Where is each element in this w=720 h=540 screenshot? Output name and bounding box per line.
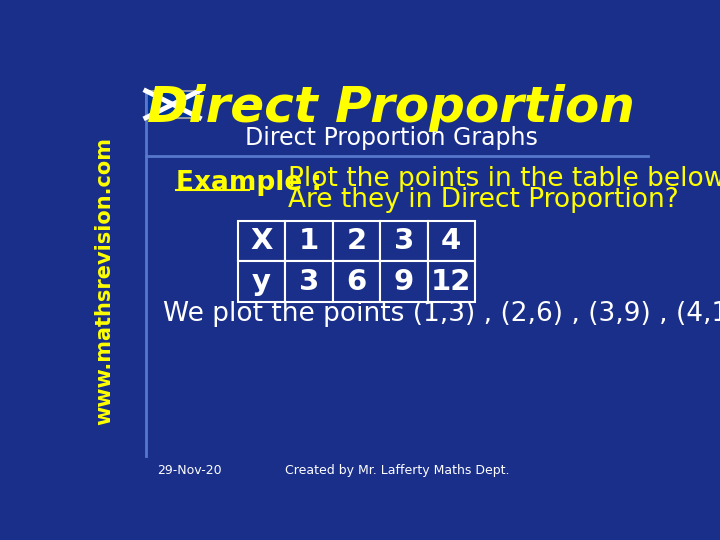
Text: 9: 9: [394, 268, 414, 296]
Bar: [380, 261, 428, 302]
Text: Are they in Direct Proportion?: Are they in Direct Proportion?: [288, 187, 679, 213]
Bar: [380, 221, 428, 261]
Text: www.mathsrevision.com: www.mathsrevision.com: [94, 137, 114, 425]
Bar: [285, 221, 333, 261]
Text: We plot the points (1,3) , (2,6) , (3,9) , (4,12): We plot the points (1,3) , (2,6) , (3,9)…: [163, 301, 720, 327]
Text: y: y: [252, 268, 271, 296]
Bar: [428, 221, 475, 261]
Bar: [238, 261, 285, 302]
Text: 1: 1: [299, 227, 319, 255]
Text: 3: 3: [299, 268, 319, 296]
Text: X: X: [251, 227, 273, 255]
Text: 2: 2: [346, 227, 366, 255]
Bar: [333, 261, 380, 302]
Text: Direct Proportion: Direct Proportion: [148, 84, 635, 132]
Bar: [285, 261, 333, 302]
Text: 4: 4: [441, 227, 462, 255]
Bar: [333, 221, 380, 261]
Text: Created by Mr. Lafferty Maths Dept.: Created by Mr. Lafferty Maths Dept.: [284, 464, 509, 477]
Bar: [145, 91, 199, 118]
Text: 12: 12: [431, 268, 472, 296]
Text: 6: 6: [346, 268, 366, 296]
Bar: [238, 221, 285, 261]
Bar: [428, 261, 475, 302]
Text: Example :: Example :: [176, 170, 323, 197]
Text: Direct Proportion Graphs: Direct Proportion Graphs: [245, 126, 538, 150]
Text: 29-Nov-20: 29-Nov-20: [157, 464, 222, 477]
Text: Plot the points in the table below.: Plot the points in the table below.: [288, 166, 720, 192]
Text: 3: 3: [394, 227, 414, 255]
